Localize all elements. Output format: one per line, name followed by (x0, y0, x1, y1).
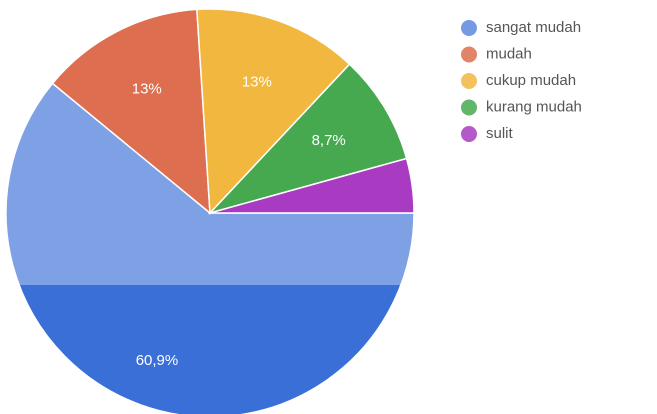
pie: 60,9% 13% 13% 8,7% (5, 8, 415, 414)
legend-swatch (461, 73, 477, 89)
pie-slice (51, 8, 211, 215)
legend-label: mudah (486, 45, 532, 62)
slice-label: 8,7% (312, 132, 346, 149)
legend-swatch (461, 20, 477, 36)
pie-slice (207, 63, 408, 215)
legend: sangat mudah mudah cukup mudah kurang mudah… (461, 19, 582, 142)
slice-label: 13% (132, 80, 162, 97)
pie-slice (209, 157, 415, 214)
slice-highlight (6, 83, 414, 285)
legend-swatch (461, 99, 477, 116)
legend-swatch (461, 46, 477, 63)
legend-label: cukup mudah (486, 72, 576, 89)
slice-label: 13% (242, 73, 272, 90)
legend-label: sangat mudah (486, 19, 581, 36)
pie-slice (5, 82, 415, 414)
slice-label: 60,9% (136, 352, 179, 369)
legend-label: sulit (486, 125, 514, 142)
legend-label: kurang mudah (486, 98, 582, 115)
pie-slice (196, 8, 351, 215)
legend-swatch (461, 126, 477, 142)
